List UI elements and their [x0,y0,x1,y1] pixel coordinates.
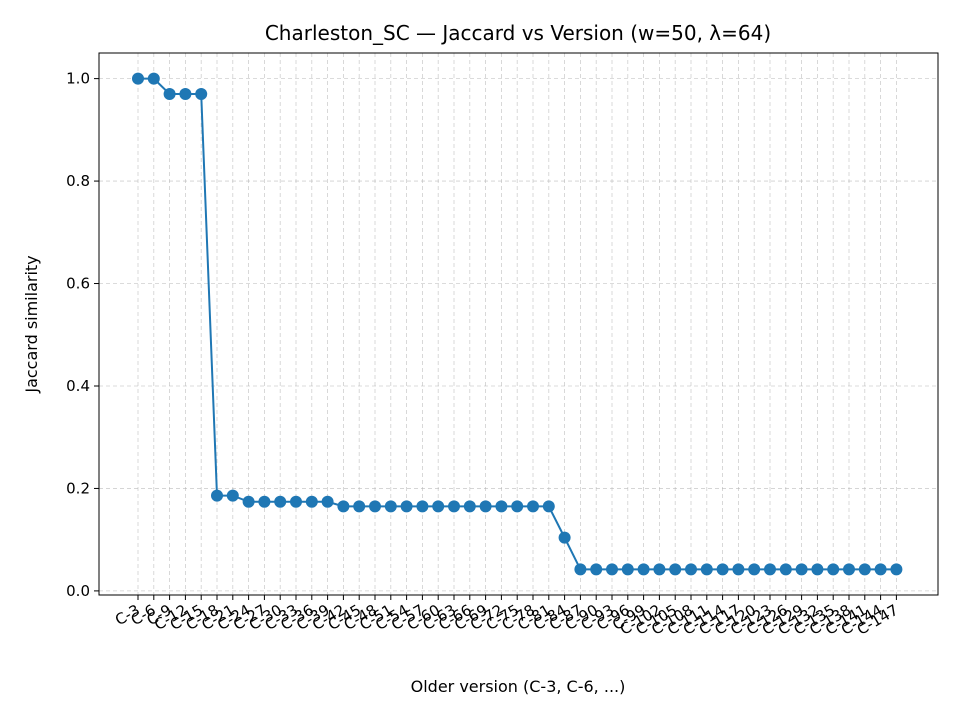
data-point [132,72,144,85]
data-point [637,563,650,576]
y-axis: 0.0 0.2 0.4 0.6 0.8 1.0 [66,70,99,600]
data-point [700,563,713,576]
data-point [716,563,729,576]
data-point [337,500,350,513]
y-axis-label: Jaccard similarity [22,255,41,393]
data-point [527,500,539,513]
data-point [416,500,429,513]
data-point [874,563,887,576]
data-point [448,500,460,513]
data-point [463,500,476,513]
data-point [226,489,239,502]
data-point [353,500,366,513]
plot-frame [98,52,939,596]
data-point [858,563,871,576]
data-point [558,531,571,544]
data-point [764,563,776,576]
data-point [211,489,223,502]
data-point [495,500,508,513]
y-tick-label: 0.8 [66,172,90,190]
data-point [274,495,287,508]
data-point [621,563,634,576]
y-tick-label: 0.0 [66,582,90,600]
data-point [590,563,603,576]
data-point [242,495,255,508]
data-point [432,500,445,513]
data-point [290,495,302,508]
series-jaccard [132,72,903,576]
chart-title: Charleston_SC — Jaccard vs Version (w=50… [265,21,771,45]
y-tick-label: 0.6 [66,275,90,293]
data-point [779,563,792,576]
data-point [195,87,208,100]
data-point [384,500,397,513]
y-tick-label: 0.2 [66,479,90,497]
data-point [400,500,413,513]
data-point [179,87,192,100]
data-point [827,563,840,576]
data-point [890,563,903,576]
y-tick-label: 0.4 [66,377,90,395]
x-axis: C-3C-6C-9C-12C-15C-18C-21C-24C-27C-30C-3… [112,595,901,639]
data-point [542,500,555,513]
data-point [606,563,618,576]
data-point [369,500,381,513]
data-point [305,495,318,508]
data-point [479,500,492,513]
data-point [147,72,160,85]
data-point [748,563,761,576]
data-point [574,563,587,576]
data-point [511,500,524,513]
data-point [321,495,334,508]
data-point [732,563,745,576]
data-point [653,563,666,576]
y-tick-label: 1.0 [66,70,90,88]
data-point [258,495,271,508]
data-point [669,563,682,576]
data-point [795,563,808,576]
data-point [163,87,176,100]
data-point [811,563,824,576]
data-point [685,563,697,576]
x-axis-label: Older version (C-3, C-6, ...) [411,677,626,696]
data-point [843,563,855,576]
